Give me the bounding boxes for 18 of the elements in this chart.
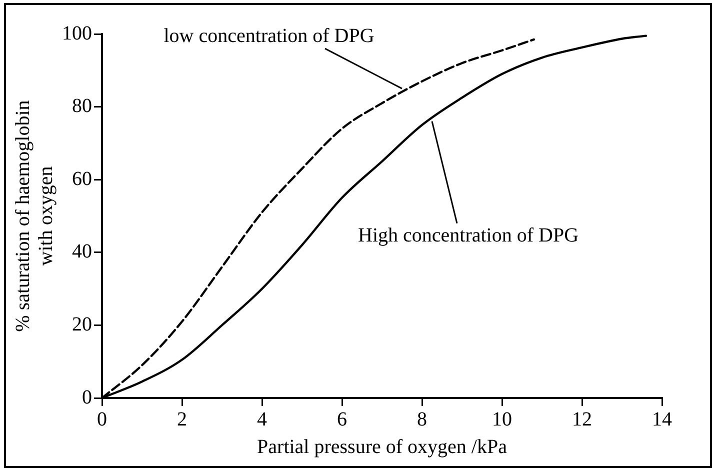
x-tick-label: 0 <box>97 408 107 430</box>
y-tick-label: 20 <box>72 313 92 336</box>
y-tick-label: 80 <box>72 95 92 118</box>
x-tick-label: 12 <box>572 408 592 430</box>
x-axis-title: Partial pressure of oxygen /kPa <box>257 436 508 458</box>
x-tick-label: 4 <box>257 408 267 430</box>
y-tick-label: 40 <box>72 240 92 263</box>
y-tick-label: 100 <box>62 22 92 44</box>
x-tick-label: 8 <box>417 408 427 430</box>
y-tick-label: 60 <box>72 168 92 190</box>
y-tick-label: 0 <box>82 386 92 408</box>
y-axis-title: % saturation of haemoglobin with oxygen <box>12 100 57 332</box>
x-tick-label: 10 <box>492 408 512 430</box>
annotation: High concentration of DPG <box>358 224 579 247</box>
annotation: low concentration of DPG <box>164 24 374 47</box>
x-tick-label: 6 <box>337 408 347 430</box>
x-tick-label: 14 <box>652 408 672 430</box>
x-tick-label: 2 <box>177 408 187 430</box>
